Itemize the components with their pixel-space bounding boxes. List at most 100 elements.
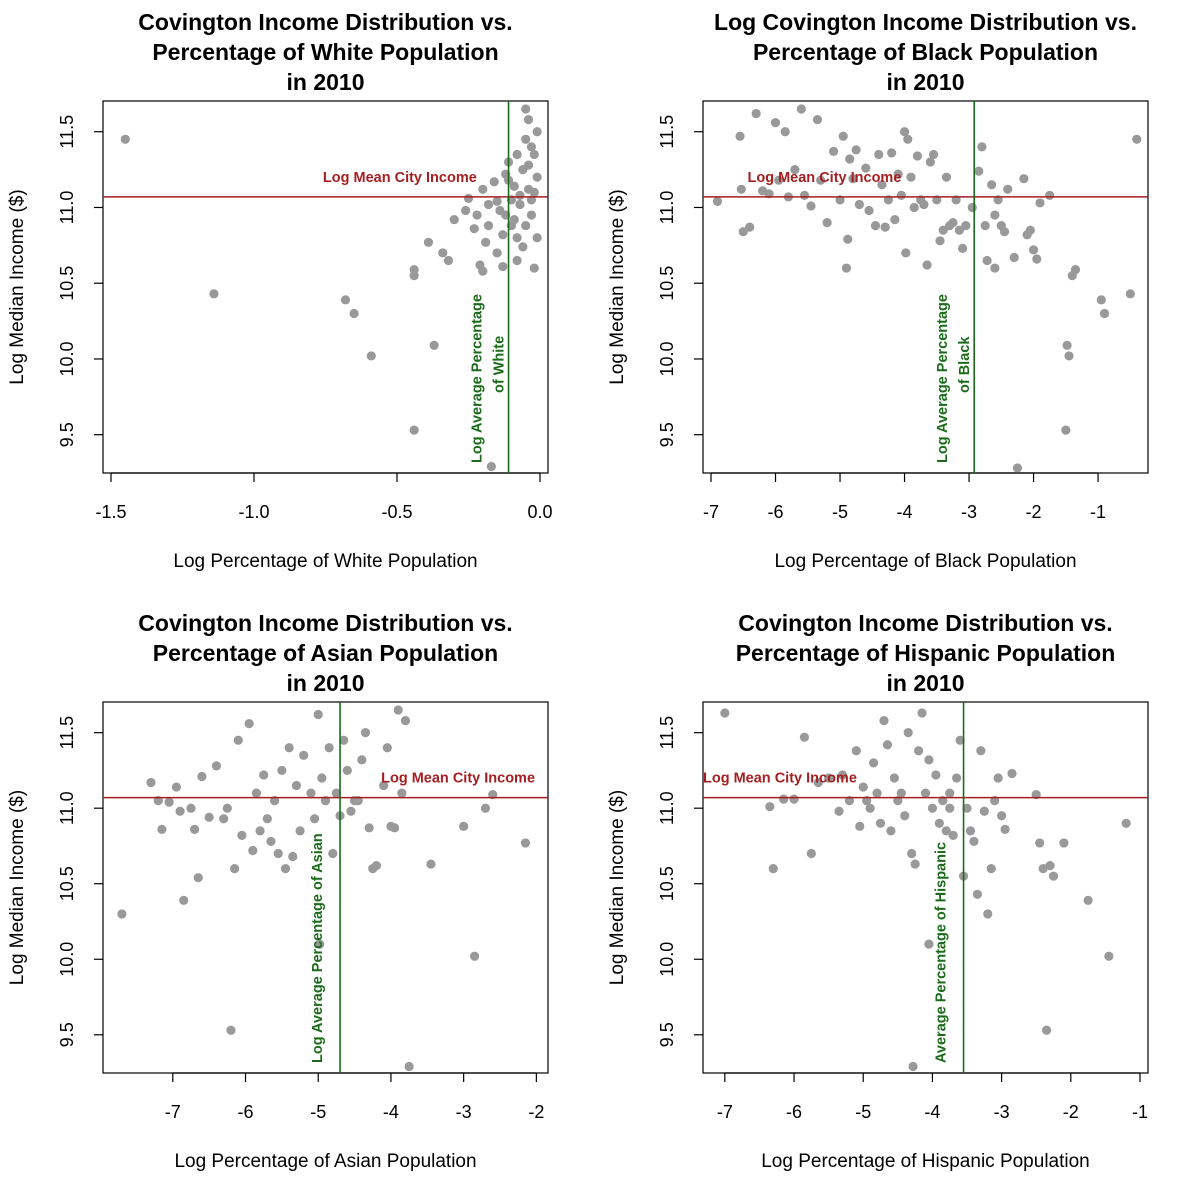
x-tick-label: -2 [528,1102,544,1122]
data-point [426,859,436,869]
y-axis-label: Log Median Income ($) [7,189,28,384]
data-point [948,830,958,840]
data-point [922,260,932,270]
data-point [780,127,790,137]
data-point [851,746,861,756]
data-point [521,221,531,231]
data-point [481,237,491,247]
data-point [909,202,919,213]
y-tick-label: 10.5 [57,866,77,901]
data-point [492,248,502,258]
x-axis-label: Log Percentage of White Population [173,551,477,572]
data-point [999,227,1010,237]
data-point [896,788,906,798]
x-tick-label: -0.5 [381,502,412,522]
plot-area: Log Mean City Income Log Average Percenta… [103,702,548,1073]
chart-title-line: Percentage of Hispanic Population [736,640,1116,666]
data-point [404,1061,414,1072]
data-point [523,115,534,125]
y-tick-label: 11.5 [657,716,677,750]
data-point [291,780,302,791]
data-point [774,175,784,185]
data-point [919,199,929,210]
data-point [874,149,884,160]
data-point [858,782,868,792]
data-point [908,1061,918,1072]
data-point [912,151,923,161]
data-point [1028,245,1039,255]
plot-area: Log Mean City Income Log Average Percenta… [703,101,1148,473]
y-tick-label: 10.5 [657,866,677,901]
data-point [489,177,499,187]
x-tick-label: -1.0 [238,502,269,522]
data-point [982,255,992,266]
x-tick-label: -2 [1026,502,1042,522]
data-point [1007,768,1017,779]
data-point [945,803,955,813]
data-point [186,803,196,813]
data-point [745,222,755,232]
x-tick-label: -3 [456,1102,472,1122]
x-axis-label: Log Percentage of Hispanic Population [761,1151,1090,1172]
y-tick-label: 10.0 [57,341,77,376]
data-point [938,225,948,235]
data-point [313,709,323,720]
data-point [979,806,989,816]
data-point [515,190,525,200]
y-tick-label: 11.0 [57,191,77,225]
data-point [478,266,488,276]
data-point [855,821,865,831]
plot-area: Log Mean City Income Average Percentage o… [703,702,1148,1073]
data-point [812,115,823,125]
average-percentage-label: Log Average Percentage [935,294,951,463]
x-tick-label: -4 [924,1102,940,1122]
data-point [976,746,986,756]
data-point [512,233,522,243]
x-tick-label: -1.5 [95,502,126,522]
data-point [861,163,871,173]
data-point [889,773,899,783]
y-tick-label: 9.5 [657,422,677,447]
data-point [339,735,349,745]
data-point [397,788,407,798]
chart-title-line: in 2010 [287,69,365,95]
y-tick-label: 10.5 [657,266,677,301]
data-point [364,823,374,833]
data-point [197,771,207,782]
data-point [962,803,972,813]
data-point [875,818,886,828]
data-point [948,218,958,228]
data-point [768,864,778,874]
x-tick-label: -6 [786,1102,802,1122]
data-point [931,770,941,780]
data-point [117,909,127,919]
data-point [796,104,806,114]
data-point [841,263,852,273]
data-point [443,255,454,266]
data-point [806,201,816,211]
y-tick-label: 11.5 [657,115,677,149]
data-point [315,939,325,949]
chart-title-line: in 2010 [287,670,365,696]
data-point [360,728,371,738]
data-point [993,773,1003,783]
data-point [961,221,971,231]
data-point [349,308,359,319]
x-tick-label: -5 [855,1102,871,1122]
data-point [928,149,939,160]
data-point [838,131,848,141]
data-point [277,765,287,776]
data-point [532,233,542,243]
data-point [1083,895,1093,905]
data-point [1003,184,1013,194]
data-point [423,237,434,247]
data-point [900,811,910,821]
data-point [171,782,182,792]
average-percentage-label: of White [492,336,508,393]
data-point [790,164,800,175]
data-point [486,461,496,472]
data-point [255,826,265,836]
average-percentage-label: Log Average Percentage of Asian [310,833,326,1063]
y-tick-label: 10.0 [657,341,677,376]
